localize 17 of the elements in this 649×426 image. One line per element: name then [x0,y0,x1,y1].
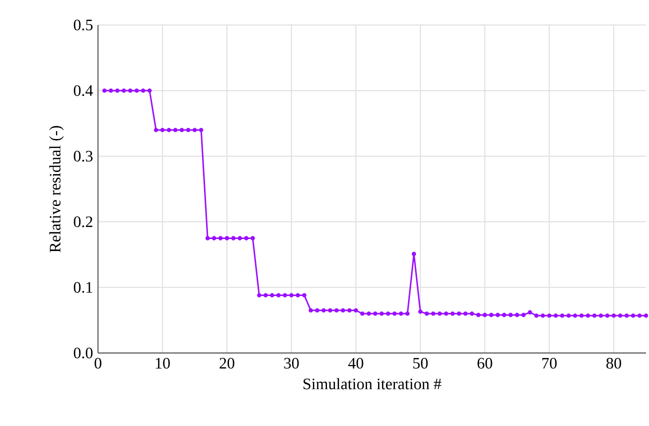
y-tick-label: 0.5 [74,20,93,30]
y-tick-label: 0.1 [74,282,92,293]
x-axis-title: Simulation iteration # [304,378,442,390]
x-tick-label: 70 [542,358,557,369]
x-tick-label: 80 [606,358,622,369]
x-tick-label: 30 [284,358,299,369]
y-axis-title: Relative residual (-) [49,126,64,252]
y-tick-label: 0.0 [74,348,93,358]
x-tick-label: 60 [478,358,492,369]
x-tick-label: 50 [413,358,428,369]
y-tick-label: 0.2 [74,216,92,228]
x-tick-label: 10 [156,358,170,369]
x-tick-label: 0 [94,358,102,369]
y-tick-label: 0.3 [74,150,93,162]
y-tick-label: 0.4 [74,85,93,96]
x-tick-label: 40 [348,358,364,369]
x-tick-label: 20 [220,358,234,369]
